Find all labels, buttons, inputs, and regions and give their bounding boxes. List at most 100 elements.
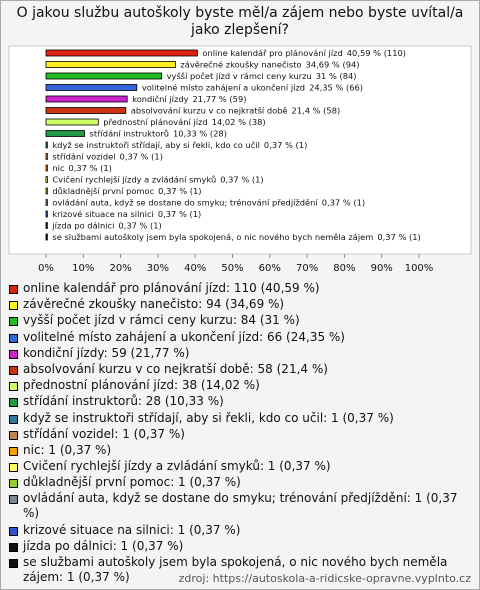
bar [45,84,138,91]
category-label: jízda po dálnici [51,220,114,230]
legend-label: střídání instruktorů: 28 (10,33 %) [23,394,224,409]
legend-swatch [9,559,18,568]
legend-swatch [9,479,18,489]
legend-item: se službami autoškoly jsem byla spokojen… [7,555,475,585]
value-label: 21,77 % (59) [193,94,247,104]
legend-label: jízda po dálnici: 1 (0,37 %) [23,538,184,553]
value-label: 31 % (84) [316,71,357,81]
value-label: 0,37 % (1) [322,197,365,207]
legend-item: důkladnější první pomoc: 1 (0,37 %) [7,475,475,490]
bar-label: volitelné místo zahájení a ukončení jízd… [142,82,363,92]
legend-label: absolvování kurzu v co nejkratší době: 5… [23,361,328,376]
bar-label: absolvování kurzu v co nejkratší době 21,… [131,105,340,115]
bar [45,141,48,149]
legend-label: se službami autoškoly jsem byla spokojen… [23,555,448,584]
bar-label: závěrečné zkoušky nanečisto 34,69 % (94) [180,59,359,69]
legend-label: přednostní plánování jízd: 38 (14,02 %) [23,378,260,393]
category-label: střídání vozidel [52,151,115,161]
legend-swatch [9,349,18,359]
value-label: 10,33 % (28) [173,128,227,138]
legend-item: jízda po dálnici: 1 (0,37 %) [7,539,475,554]
category-label: důkladnější první pomoc [52,186,154,196]
x-tick-label: 60% [259,263,281,274]
legend-item: kondiční jízdy: 59 (21,77 %) [7,346,475,361]
category-label: vyšší počet jízd v rámci ceny kurzu [167,71,312,81]
category-label: kondiční jízdy [132,94,188,104]
x-tick-label: 20% [109,263,131,274]
bar [45,153,48,160]
bar [45,61,176,68]
legend-item: střídání vozidel: 1 (0,37 %) [7,427,475,442]
x-tick-label: 70% [296,263,318,274]
value-label: 0,37 % (1) [264,140,307,150]
bar-label: Cvičení rychlejší jízdy a zvládání smyků… [52,174,263,184]
legend-label: volitelné místo zahájení a ukončení jízd… [23,329,345,344]
value-label: 21,4 % (58) [292,105,341,115]
legend-swatch [9,333,18,343]
bar-label: střídání vozidel 0,37 % (1) [52,151,163,161]
value-label: 0,37 % (1) [377,232,420,242]
legend-item: volitelné místo zahájení a ukončení jízd… [7,330,475,345]
legend-item: nic: 1 (0,37 %) [7,443,475,458]
category-label: střídání instruktorů [90,128,169,138]
value-label: 0,37 % (1) [158,209,201,219]
legend-swatch [9,526,18,536]
category-label: nic [52,163,65,173]
legend-item: ovládání auta, když se dostane do smyku;… [7,491,475,521]
legend-label: střídání vozidel: 1 (0,37 %) [23,426,185,441]
bar [45,130,85,137]
legend-label: kondiční jízdy: 59 (21,77 %) [23,345,190,360]
legend-label: ovládání auta, když se dostane do smyku;… [23,491,458,521]
x-tick-label: 100% [405,263,434,274]
legend-swatch [9,495,18,505]
value-label: 0,37 % (1) [118,220,161,230]
bar [45,72,163,80]
value-label: 0,37 % (1) [69,163,112,173]
category-label: ovládání auta, když se dostane do smyku;… [52,197,318,207]
legend: online kalendář pro plánování jízd: 110 … [7,281,475,586]
source: zdroj: https://autoskola-a-ridicske-opra… [178,572,471,585]
value-label: 40,59 % (110) [347,48,406,58]
bar-label: přednostní plánování jízd 14,02 % (38) [103,117,265,127]
category-label: závěrečné zkoušky nanečisto [180,59,301,69]
value-label: 24,35 % (66) [309,82,363,92]
value-label: 34,69 % (94) [306,59,360,69]
legend-swatch [9,414,18,424]
legend-label: důkladnější první pomoc: 1 (0,37 %) [23,475,241,490]
legend-label: online kalendář pro plánování jízd: 110 … [23,281,320,295]
legend-item: přednostní plánování jízd: 38 (14,02 %) [7,378,475,393]
category-label: když se instruktoři střídají, aby si řek… [52,140,260,150]
x-tick-label: 80% [333,263,355,274]
bar-label: důkladnější první pomoc 0,37 % (1) [52,186,201,196]
bar-label: vyšší počet jízd v rámci ceny kurzu 31 % … [167,71,357,81]
category-label: volitelné místo zahájení a ukončení jízd [142,82,305,92]
legend-swatch [9,398,18,408]
legend-label: Cvičení rychlejší jízdy a zvládání smyků… [23,459,331,474]
x-tick-label: 50% [221,263,243,274]
legend-label: závěrečné zkoušky nanečisto: 94 (34,69 %… [23,297,285,312]
category-label: absolvování kurzu v co nejkratší době [131,105,288,115]
chart-title: O jakou službu autoškoly byste měl/a záj… [16,5,464,38]
bar [45,199,48,206]
bar [45,118,99,126]
bar-label: krizové situace na silnici 0,37 % (1) [52,209,201,219]
bar [45,164,48,172]
x-tick-label: 0% [38,263,54,274]
bar-label: online kalendář pro plánování jízd 40,59 … [202,48,406,58]
legend-swatch [9,430,18,440]
category-label: se službami autoškoly jsem byla spokojen… [52,232,373,242]
x-tick-label: 30% [147,263,169,274]
legend-swatch [9,542,18,552]
category-label: online kalendář pro plánování jízd [202,48,342,58]
value-label: 0,37 % (1) [158,186,201,196]
value-label: 14,02 % (38) [212,117,266,127]
legend-swatch [9,463,18,473]
bar-label: se službami autoškoly jsem byla spokojen… [52,232,420,242]
plot-area [8,45,472,255]
x-tick-label: 90% [371,263,393,274]
bar [45,49,198,57]
value-label: 0,37 % (1) [220,174,263,184]
bar-label: kondiční jízdy 21,77 % (59) [132,94,246,104]
bar-label: když se instruktoři střídají, aby si řek… [52,140,307,150]
legend-item: online kalendář pro plánování jízd: 110 … [7,281,475,296]
